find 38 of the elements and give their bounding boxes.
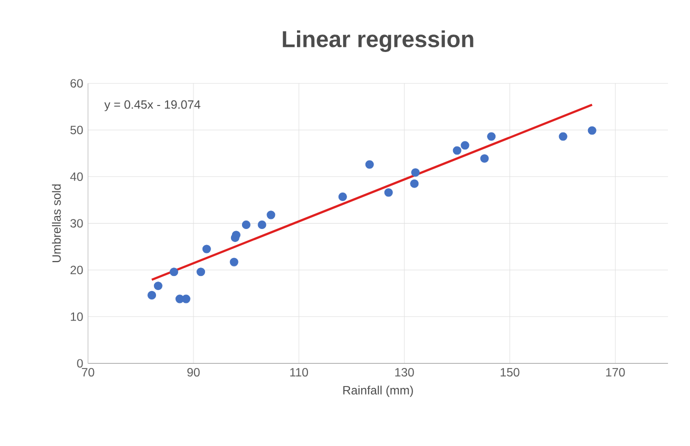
point bbox=[170, 268, 178, 276]
point bbox=[154, 282, 162, 290]
point bbox=[258, 220, 266, 229]
point bbox=[384, 188, 393, 197]
point bbox=[230, 258, 238, 266]
point bbox=[182, 294, 190, 304]
x-axis-title: Rainfall (mm) bbox=[343, 386, 413, 397]
x-tick-label: 130 bbox=[395, 368, 414, 377]
y-tick-label: 20 bbox=[70, 266, 83, 274]
point bbox=[588, 126, 596, 135]
x-tick-label: 70 bbox=[82, 368, 94, 377]
chart-title: Linear regression bbox=[282, 30, 474, 52]
x-tick-label: 150 bbox=[500, 368, 520, 377]
annotation: y = 0.45x - 19.074 bbox=[104, 100, 200, 112]
point bbox=[487, 132, 496, 141]
point bbox=[148, 290, 156, 300]
x-tick-label: 110 bbox=[290, 368, 308, 377]
x-tick-label: 170 bbox=[606, 368, 625, 377]
point bbox=[558, 132, 568, 141]
y-axis-title: Umbrellas sold bbox=[52, 184, 61, 262]
point bbox=[196, 268, 206, 276]
y-tick-label: 50 bbox=[70, 126, 83, 134]
point bbox=[460, 141, 470, 150]
point bbox=[365, 160, 374, 169]
point bbox=[242, 220, 250, 229]
y-tick-label: 40 bbox=[70, 172, 83, 181]
point bbox=[480, 154, 489, 163]
point bbox=[266, 210, 276, 220]
y-tick-label: 0 bbox=[77, 359, 83, 368]
point bbox=[411, 168, 420, 177]
y-tick-label: 10 bbox=[70, 312, 83, 321]
point bbox=[410, 179, 419, 188]
y-tick-label: 30 bbox=[70, 219, 83, 228]
y-tick-label: 60 bbox=[70, 79, 83, 88]
point bbox=[202, 244, 211, 254]
point bbox=[452, 146, 462, 155]
x-tick-label: 90 bbox=[187, 368, 200, 377]
point bbox=[338, 192, 347, 201]
